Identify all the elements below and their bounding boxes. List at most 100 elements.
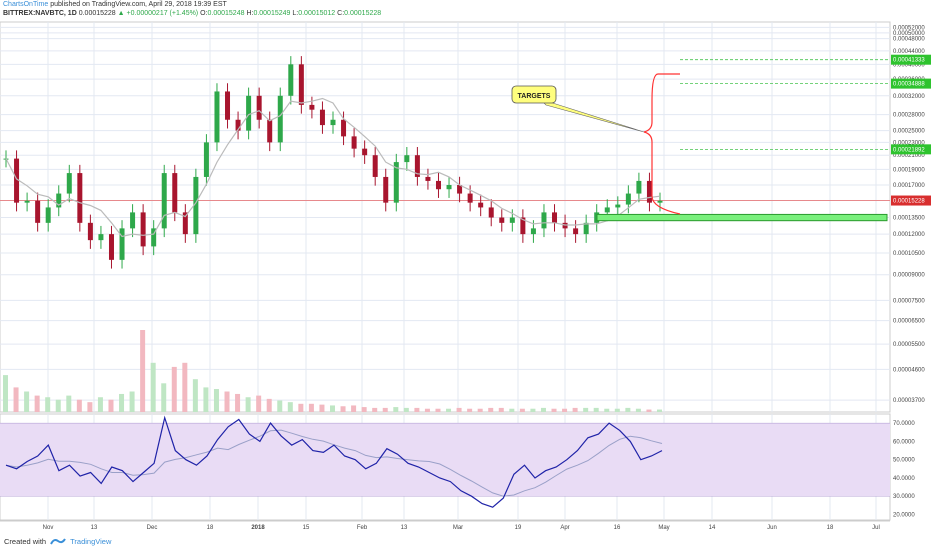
volume-bar xyxy=(87,402,93,412)
time-axis-label: Dec xyxy=(147,525,158,531)
volume-bar xyxy=(572,407,578,412)
volume-bar xyxy=(393,407,399,412)
price-axis-label: 0.00021000 xyxy=(893,153,925,159)
volume-bar xyxy=(646,409,652,412)
candle xyxy=(446,185,452,190)
price-axis-label: 0.00044000 xyxy=(893,49,925,55)
last-price-tag xyxy=(891,195,931,206)
candle xyxy=(383,176,389,203)
high-label: H: xyxy=(246,10,254,17)
tradingview-logo-icon xyxy=(50,538,66,545)
volume-bar xyxy=(140,330,146,412)
time-axis-label: 19 xyxy=(515,525,522,531)
volume-bar xyxy=(13,387,19,412)
price-axis-label: 0.00005500 xyxy=(893,342,925,348)
time-axis-label: Apr xyxy=(560,525,569,531)
rsi-axis-label: 70.0000 xyxy=(893,421,915,427)
volume-bar xyxy=(192,379,198,412)
target-tag xyxy=(891,144,931,155)
candle xyxy=(235,119,241,131)
volume-bar xyxy=(330,405,335,412)
rsi-axis-label: 60.0000 xyxy=(893,439,915,445)
rsi-axis-label: 50.0000 xyxy=(893,458,915,464)
candle xyxy=(351,136,357,149)
time-axis-label: 14 xyxy=(709,525,716,531)
volume-bar xyxy=(435,408,441,412)
volume-bar xyxy=(287,402,293,412)
candle xyxy=(425,176,431,181)
time-axis-label: 13 xyxy=(91,525,98,531)
candle xyxy=(66,173,72,194)
rsi-axis-label: 30.0000 xyxy=(893,494,915,500)
candle xyxy=(151,228,157,247)
volume-bar xyxy=(3,375,8,412)
candle xyxy=(246,95,252,131)
volume-bar xyxy=(340,406,346,412)
volume-bar xyxy=(467,408,473,412)
candle xyxy=(256,95,262,120)
price-axis-label: 0.00052000 xyxy=(893,25,925,31)
candle xyxy=(108,234,114,260)
candle xyxy=(45,207,51,223)
time-axis-label: Jun xyxy=(767,525,777,531)
volume-bar xyxy=(298,403,304,412)
low-value: 0.00015012 xyxy=(298,10,336,17)
footer: Created with TradingView xyxy=(4,537,111,546)
candle xyxy=(615,204,621,208)
time-axis-label: May xyxy=(658,525,669,531)
price-axis-label: 0.00050000 xyxy=(893,31,925,37)
volume-bar xyxy=(477,408,483,412)
candle xyxy=(140,212,146,247)
rsi-axis-label: 40.0000 xyxy=(893,476,915,482)
low-label: L: xyxy=(292,10,299,17)
volume-bar xyxy=(266,398,272,412)
candle xyxy=(393,162,399,203)
candle xyxy=(341,119,347,137)
volume-bar xyxy=(509,408,515,412)
candle xyxy=(193,176,199,235)
volume-bar xyxy=(414,407,420,412)
price-axis-label: 0.00013500 xyxy=(893,216,925,222)
volume-bar xyxy=(403,407,409,412)
candle xyxy=(552,212,558,223)
volume-bar xyxy=(635,408,641,412)
volume-bar xyxy=(256,395,262,412)
time-axis-label: 13 xyxy=(401,525,408,531)
candle xyxy=(119,228,125,260)
price-axis-label: 0.00004600 xyxy=(893,367,925,373)
candle xyxy=(646,180,652,203)
tradingview-link[interactable]: TradingView xyxy=(70,537,112,546)
time-axis-label: 18 xyxy=(827,525,834,531)
rsi-axis-label: 20.0000 xyxy=(893,513,915,519)
created-with-text: Created with xyxy=(4,537,47,546)
candle xyxy=(573,228,579,235)
candle xyxy=(457,185,463,194)
candle xyxy=(625,193,631,205)
author-link[interactable]: ChartsOnTime xyxy=(3,1,49,8)
open-label: O: xyxy=(200,10,208,17)
target-tag xyxy=(891,54,931,65)
publish-line: ChartsOnTime published on TradingView.co… xyxy=(3,0,381,9)
candle xyxy=(298,64,304,105)
publish-info: published on TradingView.com, April 29, … xyxy=(50,1,227,8)
candle xyxy=(214,91,220,143)
price-axis-label: 0.00032000 xyxy=(893,94,925,100)
candle xyxy=(77,173,83,223)
chart-header: ChartsOnTime published on TradingView.co… xyxy=(3,0,381,22)
support-zone xyxy=(596,213,888,222)
volume-bar xyxy=(119,393,125,412)
volume-bar xyxy=(625,407,631,412)
candle xyxy=(435,180,441,190)
last-price: 0.00015228 xyxy=(78,10,116,17)
change-value: ▲ +0.00000217 (+1.45%) xyxy=(117,10,199,17)
volume-bar xyxy=(583,407,589,412)
volume-bar xyxy=(171,366,177,412)
candle xyxy=(414,155,420,177)
callout-box xyxy=(511,85,557,104)
volume-bar xyxy=(372,407,378,412)
volume-bar xyxy=(161,383,167,412)
candle xyxy=(520,217,526,235)
volume-bar xyxy=(446,408,452,412)
volume-bar xyxy=(456,407,462,412)
